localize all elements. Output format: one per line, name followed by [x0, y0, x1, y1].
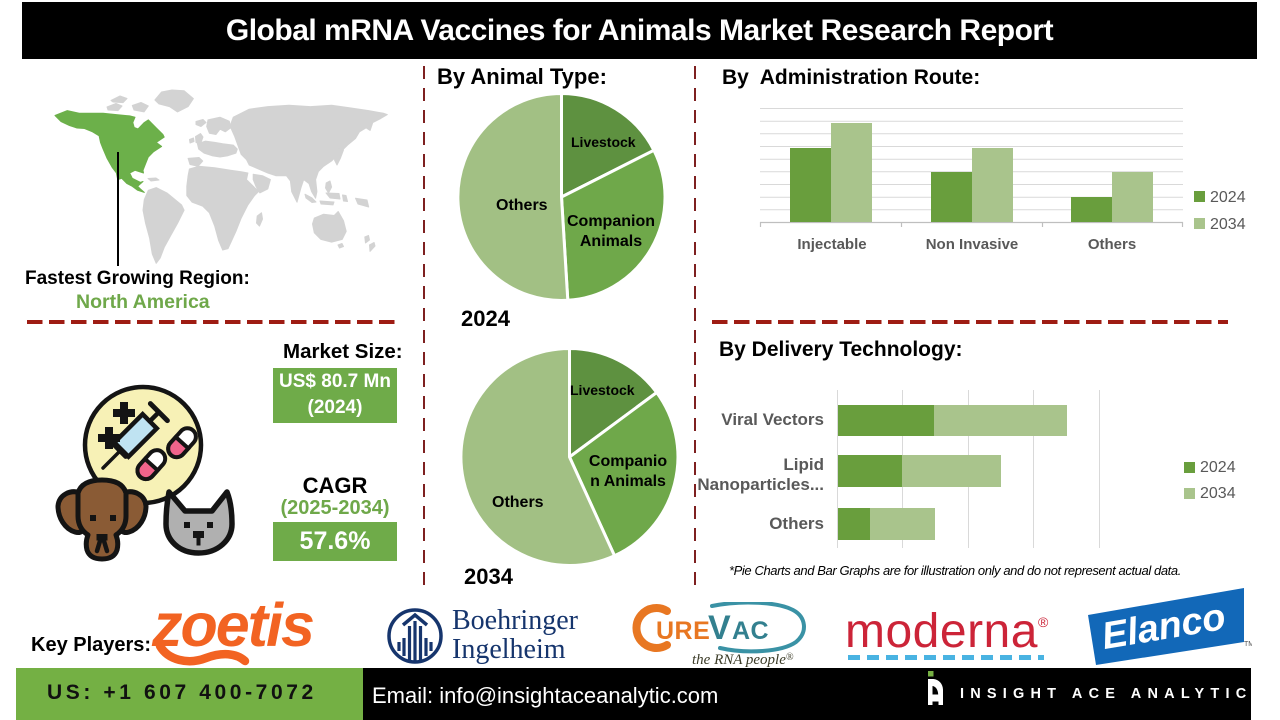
svg-text:URE: URE — [656, 617, 710, 645]
svg-text:the RNA people®: the RNA people® — [692, 652, 794, 668]
svg-text:V: V — [708, 609, 731, 647]
svg-text:AC: AC — [732, 617, 769, 645]
svg-text:TM: TM — [1244, 641, 1252, 648]
svg-text:zoetis: zoetis — [151, 594, 313, 659]
